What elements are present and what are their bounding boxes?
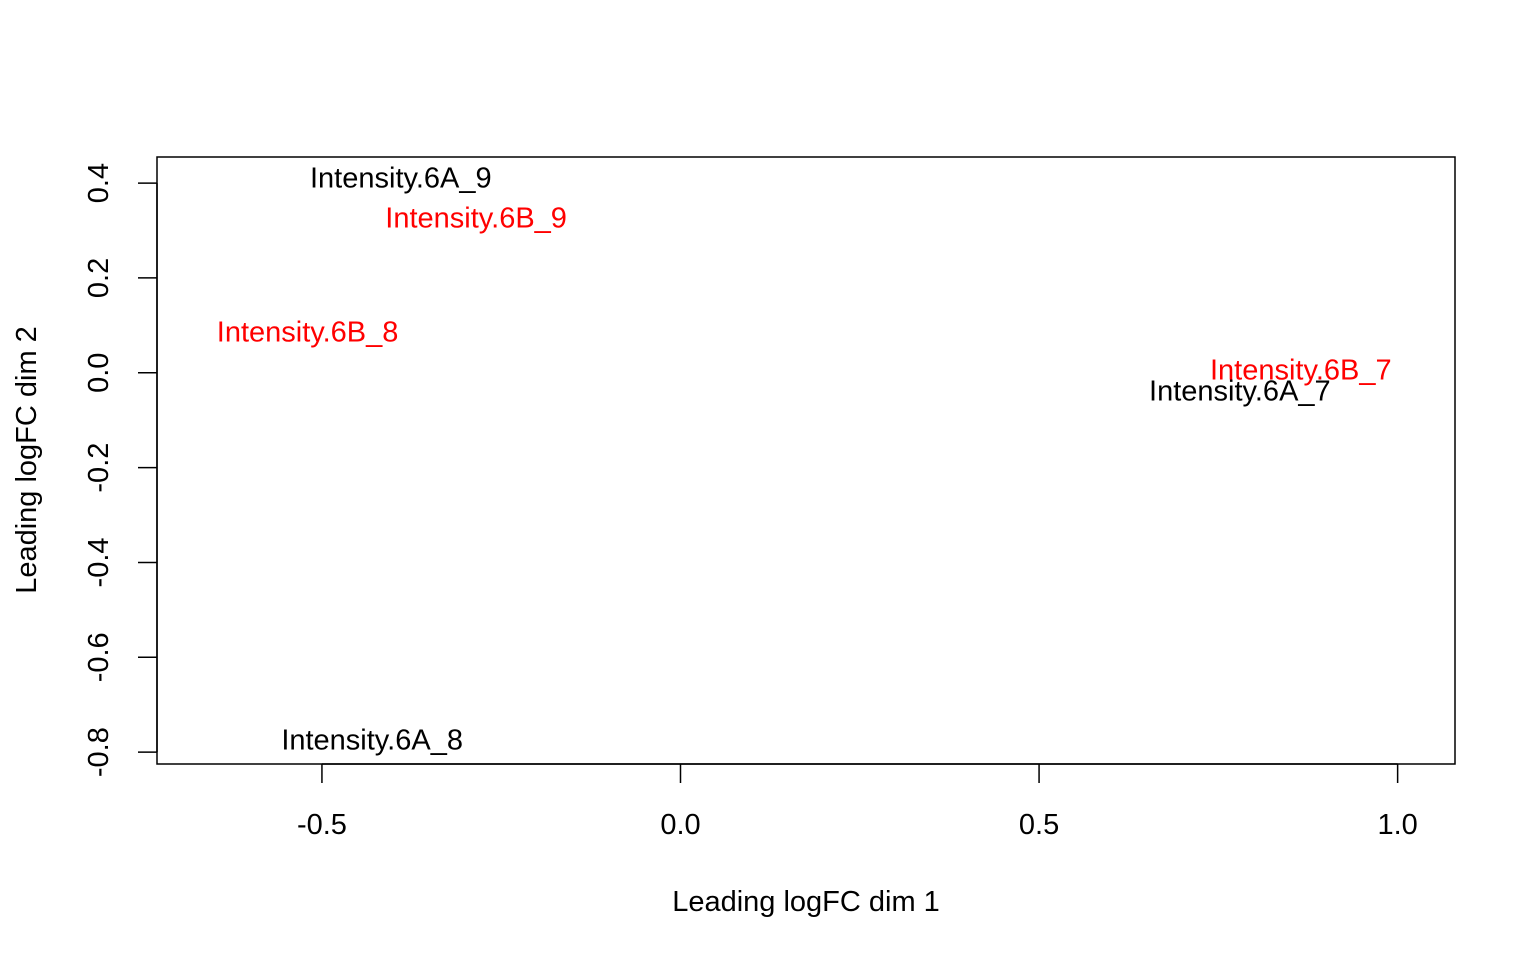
point-label: Intensity.6B_9: [385, 203, 567, 235]
x-axis: -0.5 0.0 0.5 1.0: [297, 763, 1418, 841]
point-label: Intensity.6A_8: [281, 724, 463, 756]
y-tick-label: -0.4: [83, 537, 115, 587]
point-label: Intensity.6B_8: [217, 316, 399, 348]
point-labels: Intensity.6A_9 Intensity.6B_9 Intensity.6B…: [217, 162, 1392, 756]
y-tick-label: -0.8: [83, 727, 115, 777]
x-tick-label: 0.0: [660, 809, 700, 841]
y-tick-label: 0.0: [83, 353, 115, 393]
x-tick-label: 1.0: [1377, 809, 1417, 841]
x-tick-label: 0.5: [1019, 809, 1059, 841]
y-tick-label: -0.2: [83, 443, 115, 493]
y-tick-label: -0.6: [83, 632, 115, 682]
y-axis: -0.8 -0.6 -0.4 -0.2 0.0 0.2 0.4: [83, 163, 158, 777]
point-label: Intensity.6A_7: [1149, 376, 1331, 408]
x-tick-label: -0.5: [297, 809, 347, 841]
x-axis-title: Leading logFC dim 1: [672, 886, 940, 918]
y-tick-label: 0.2: [83, 258, 115, 298]
point-label: Intensity.6A_9: [310, 162, 492, 194]
y-axis-title: Leading logFC dim 2: [11, 326, 43, 594]
y-tick-label: 0.4: [83, 163, 115, 203]
point-label: Intensity.6B_7: [1210, 354, 1392, 386]
